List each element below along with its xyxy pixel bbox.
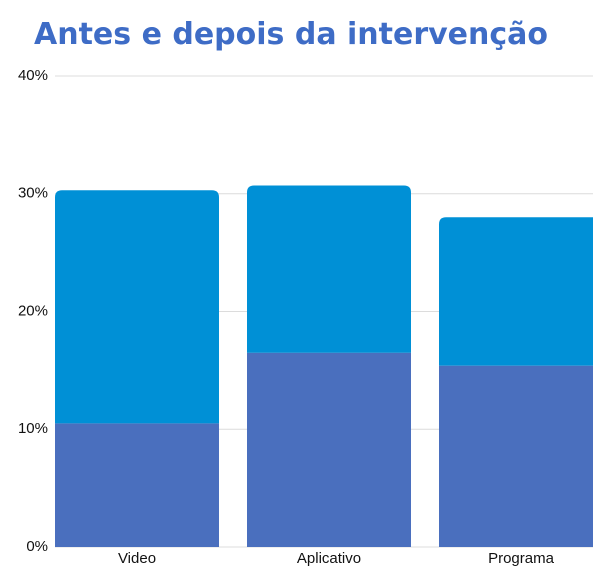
y-tick-label: 40% bbox=[18, 67, 48, 84]
chart-title: Antes e depois da intervenção bbox=[34, 17, 548, 52]
bar-segment bbox=[55, 190, 219, 424]
bar-segment bbox=[55, 423, 219, 547]
y-tick-label: 0% bbox=[26, 538, 48, 555]
y-tick-label: 10% bbox=[18, 420, 48, 437]
bar-segment bbox=[247, 352, 411, 547]
x-tick-label: Aplicativo bbox=[297, 550, 361, 566]
y-tick-label: 20% bbox=[18, 302, 48, 319]
x-tick-label: Programa bbox=[488, 550, 555, 566]
bar-segment bbox=[439, 217, 593, 366]
bar-segment bbox=[439, 365, 593, 547]
bar-segment bbox=[247, 185, 411, 353]
y-tick-label: 30% bbox=[18, 185, 48, 202]
x-tick-label: Video bbox=[118, 550, 156, 566]
